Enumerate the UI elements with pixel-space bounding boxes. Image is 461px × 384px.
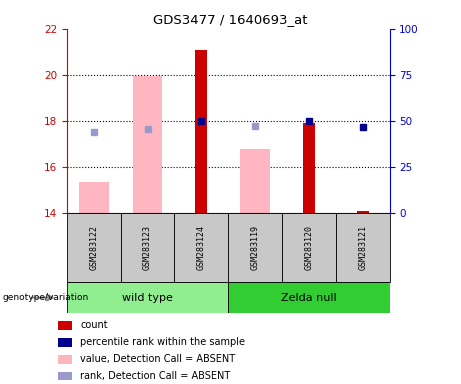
Text: genotype/variation: genotype/variation [2, 293, 89, 302]
Text: GSM283123: GSM283123 [143, 225, 152, 270]
Bar [133, 76, 162, 213]
Bar [282, 213, 336, 282]
Bar [58, 321, 72, 330]
Text: Zelda null: Zelda null [281, 293, 337, 303]
Bar [58, 355, 72, 364]
Bar [67, 213, 121, 282]
Text: GSM283119: GSM283119 [251, 225, 260, 270]
Bar [240, 149, 270, 213]
Text: percentile rank within the sample: percentile rank within the sample [80, 337, 245, 347]
Text: value, Detection Call = ABSENT: value, Detection Call = ABSENT [80, 354, 236, 364]
Text: GDS3477 / 1640693_at: GDS3477 / 1640693_at [153, 13, 308, 26]
Bar [303, 123, 315, 213]
Bar [228, 213, 282, 282]
Bar [58, 338, 72, 347]
Bar [174, 213, 228, 282]
Text: count: count [80, 320, 108, 330]
Text: GSM283124: GSM283124 [197, 225, 206, 270]
Text: wild type: wild type [122, 293, 173, 303]
Bar [121, 213, 174, 282]
Text: rank, Detection Call = ABSENT: rank, Detection Call = ABSENT [80, 371, 230, 381]
Bar [228, 282, 390, 313]
Bar [58, 372, 72, 380]
Bar [357, 211, 368, 213]
Text: GSM283120: GSM283120 [304, 225, 313, 270]
Text: GSM283122: GSM283122 [89, 225, 98, 270]
Bar [67, 282, 228, 313]
Bar [79, 182, 108, 213]
Bar [336, 213, 390, 282]
Text: GSM283121: GSM283121 [358, 225, 367, 270]
Bar [195, 50, 207, 213]
